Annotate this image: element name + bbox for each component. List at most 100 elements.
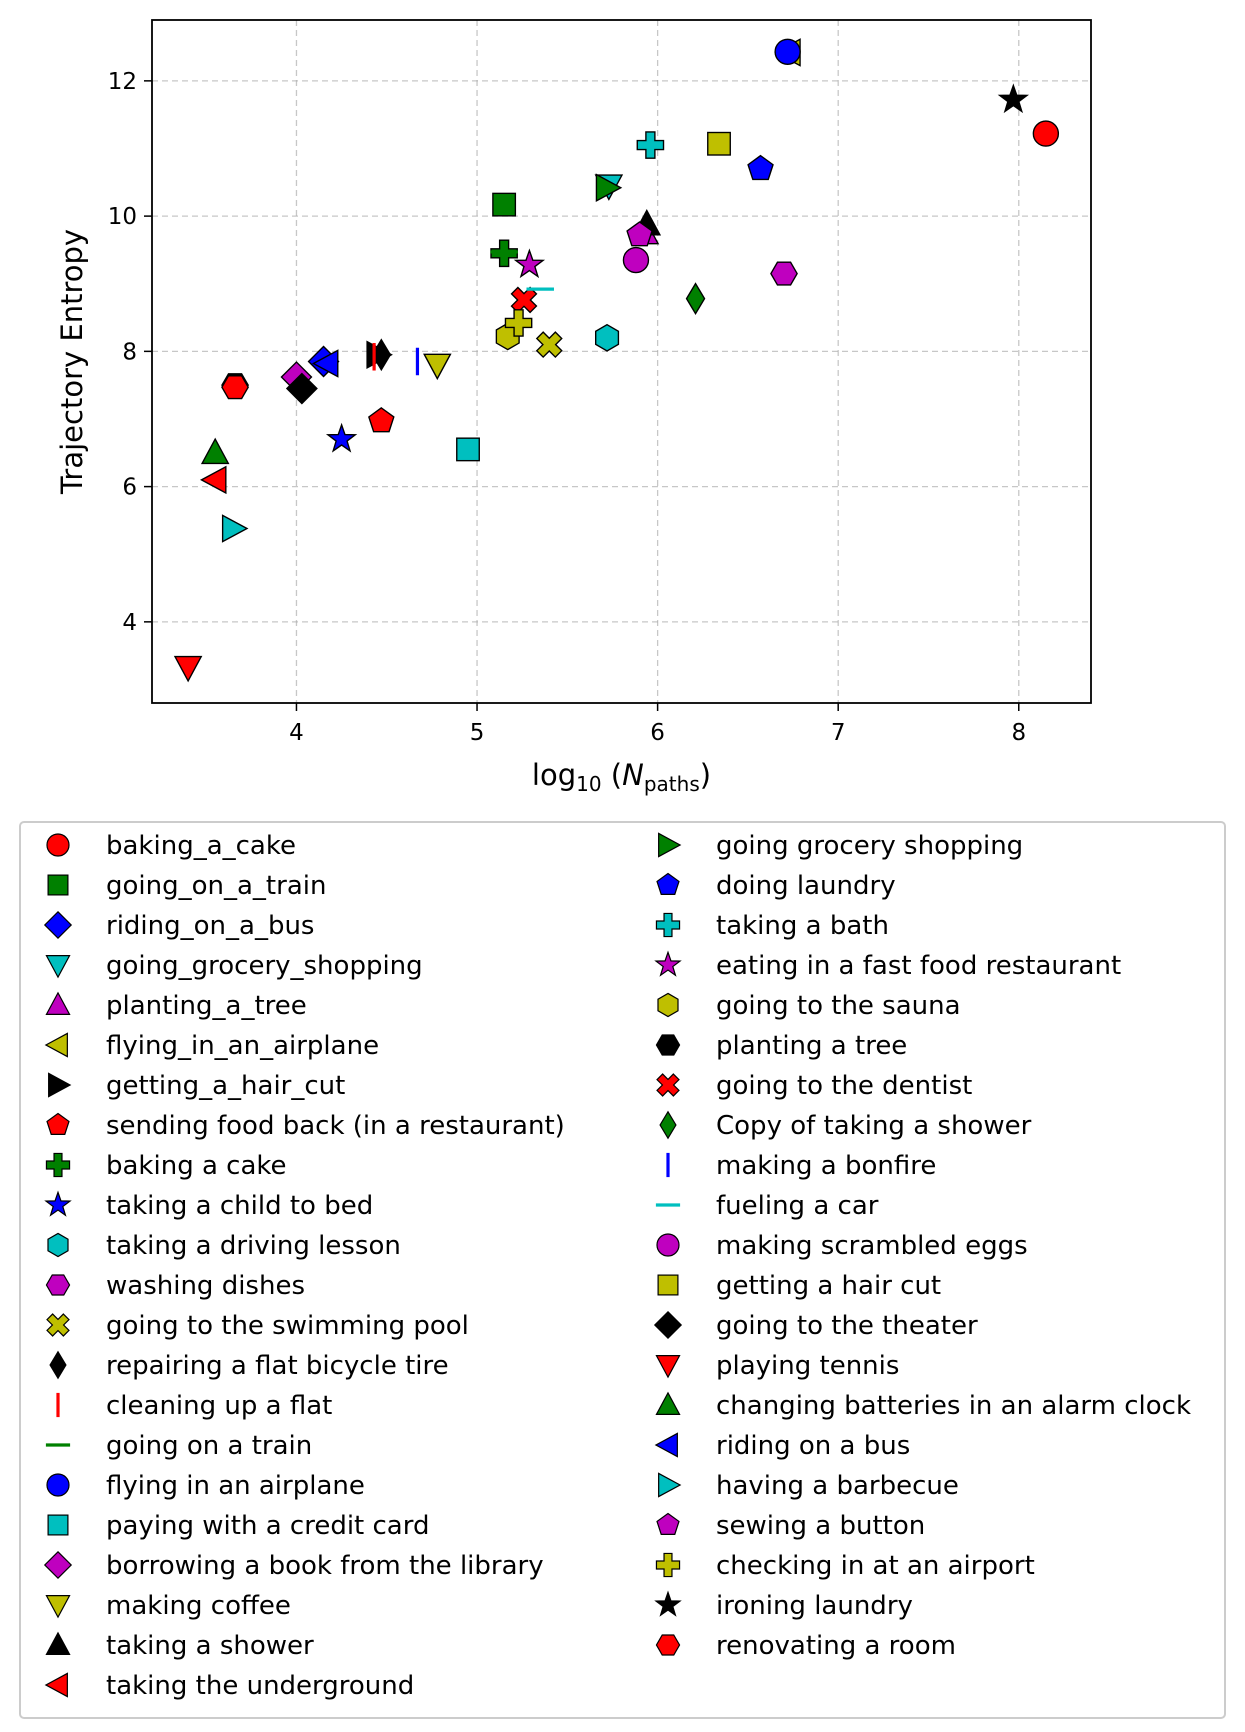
legend-label: borrowing a book from the library	[106, 1551, 544, 1581]
legend-marker	[43, 910, 73, 940]
x-axis-label: log10 (Npaths)	[532, 758, 711, 796]
data-point	[595, 173, 623, 202]
legend-marker	[46, 1473, 70, 1497]
data-point	[311, 349, 339, 378]
legend-entry: going_grocery_shopping	[45, 951, 423, 981]
legend-entry: going grocery shopping	[658, 831, 1023, 861]
x-tick-label: 4	[289, 720, 304, 746]
legend-label: changing batteries in an alarm clock	[716, 1391, 1191, 1421]
data-point	[513, 248, 546, 279]
legend-marker	[655, 1391, 681, 1415]
legend-marker	[49, 1350, 67, 1380]
legend-entry: paying with a credit card	[47, 1511, 429, 1541]
legend-entry: riding on a bus	[654, 1431, 910, 1461]
y-tick-label: 12	[108, 69, 137, 95]
axis-ticks: 4 5 6 7 8 4 6 8 10 12	[108, 69, 1026, 746]
legend-entry: washing dishes	[45, 1271, 305, 1301]
legend-entry: baking_a_cake	[46, 831, 296, 861]
legend-label: cleaning up a flat	[106, 1391, 332, 1421]
data-point	[368, 407, 395, 433]
legend-entry: going to the theater	[653, 1310, 978, 1341]
legend-label: going_grocery_shopping	[106, 951, 423, 981]
legend-entry: fueling a car	[655, 1191, 879, 1221]
legend-label: riding on a bus	[716, 1431, 910, 1461]
data-point	[456, 437, 480, 462]
x-tick-label: 5	[470, 720, 485, 746]
legend-entry: flying in an airplane	[46, 1471, 365, 1501]
legend-marker	[46, 1112, 70, 1135]
legend-entry: riding_on_a_bus	[43, 910, 314, 941]
legend-label: getting a hair cut	[716, 1271, 941, 1301]
legend-entry: renovating a room	[655, 1631, 956, 1661]
x-tick-label: 8	[1011, 720, 1026, 746]
legend-marker	[45, 991, 71, 1015]
legend-label: washing dishes	[106, 1271, 305, 1301]
legend-marker	[45, 1152, 71, 1178]
legend-label: making a bonfire	[716, 1151, 936, 1181]
legend-entry: making a bonfire	[666, 1151, 936, 1181]
legend: baking_a_cake going_on_a_train riding_on_a…	[19, 821, 1226, 1719]
legend-marker	[47, 1232, 69, 1258]
legend-frame	[19, 821, 1226, 1719]
legend-entry: doing laundry	[656, 871, 896, 901]
legend-marker	[654, 1590, 682, 1617]
legend-label: flying in an airplane	[106, 1471, 365, 1501]
legend-marker	[45, 1631, 71, 1655]
legend-label: renovating a room	[716, 1631, 956, 1661]
legend-label: getting_a_hair_cut	[106, 1071, 345, 1101]
legend-marker	[654, 1432, 678, 1458]
legend-entry: changing batteries in an alarm clock	[655, 1391, 1191, 1421]
legend-label: repairing a flat bicycle tire	[106, 1351, 449, 1381]
legend-label: taking a driving lesson	[106, 1231, 401, 1261]
y-tick-label: 8	[122, 339, 137, 365]
legend-label: taking the underground	[106, 1671, 414, 1701]
legend-marker	[44, 1190, 72, 1217]
data-point	[423, 353, 452, 381]
legend-marker	[654, 950, 682, 977]
data-point	[997, 83, 1030, 114]
legend-label: going to the swimming pool	[106, 1311, 469, 1341]
legend-entry: baking a cake	[45, 1151, 287, 1181]
legend-marker	[655, 1355, 681, 1379]
legend-marker	[656, 872, 680, 895]
legend-entry: sending food back (in a restaurant)	[46, 1111, 565, 1141]
legend-marker	[658, 1472, 682, 1498]
legend-marker	[44, 1032, 68, 1058]
data-point	[595, 323, 620, 352]
y-axis-label: Trajectory Entropy	[55, 229, 89, 495]
x-tick-label: 6	[650, 720, 665, 746]
legend-marker	[655, 912, 681, 938]
legend-entry: checking in at an airport	[655, 1551, 1035, 1581]
legend-marker	[656, 1233, 680, 1257]
legend-label: having a barbecue	[716, 1471, 959, 1501]
y-tick-label: 10	[108, 204, 137, 230]
legend-label: fueling a car	[716, 1191, 879, 1221]
legend-marker	[655, 1634, 681, 1656]
legend-entry: Copy of taking a shower	[659, 1110, 1032, 1141]
legend-entry: borrowing a book from the library	[43, 1550, 544, 1581]
data-point	[685, 282, 706, 315]
plot-frame	[151, 19, 1092, 704]
legend-label: going to the dentist	[716, 1071, 972, 1101]
legend-label: baking a cake	[106, 1151, 287, 1181]
legend-entry: taking a driving lesson	[47, 1231, 401, 1261]
legend-entry: taking a shower	[45, 1631, 314, 1661]
legend-entry: sewing a button	[656, 1511, 925, 1541]
data-points	[173, 38, 1060, 683]
legend-marker	[45, 1595, 71, 1619]
legend-marker	[657, 1274, 679, 1296]
legend-marker	[656, 1073, 680, 1097]
legend-entry: cleaning up a flat	[56, 1391, 332, 1421]
data-point	[492, 192, 517, 217]
legend-marker	[47, 1514, 69, 1536]
legend-label: riding_on_a_bus	[106, 911, 314, 941]
legend-marker	[44, 1672, 68, 1698]
legend-entry: going on a train	[45, 1431, 312, 1461]
data-point	[173, 655, 203, 683]
data-point	[200, 437, 230, 465]
data-point	[774, 38, 801, 65]
legend-entry: taking a bath	[655, 911, 889, 941]
legend-entry: flying_in_an_airplane	[44, 1031, 379, 1061]
grid-lines	[152, 20, 1091, 703]
